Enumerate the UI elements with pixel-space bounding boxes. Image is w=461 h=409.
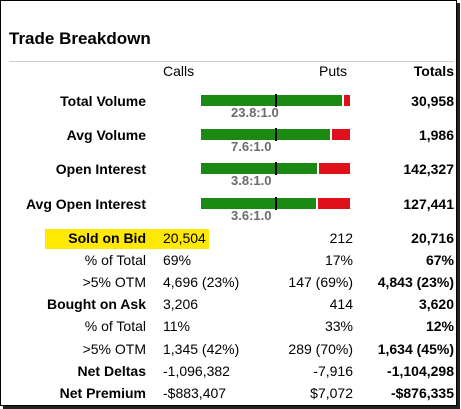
- total-value: 20,716: [411, 230, 454, 246]
- calls-value: 4,696 (23%): [163, 274, 240, 290]
- row-total: 127,441: [403, 196, 454, 212]
- calls-segment: [201, 163, 317, 174]
- puts-value: -7,916: [313, 363, 353, 379]
- sold-on-bid-highlight: [45, 229, 209, 249]
- column-header-puts: Puts: [319, 63, 348, 79]
- total-value: 1,634 (45%): [377, 341, 454, 357]
- call-put-ratio: 3.8:1.0: [231, 173, 272, 188]
- call-put-ratio: 7.6:1.0: [231, 139, 272, 154]
- row-total: 142,327: [403, 161, 454, 177]
- calls-value: 3,206: [163, 296, 199, 312]
- calls-puts-ratio-bar: [201, 162, 350, 175]
- row-label: Avg Volume: [66, 127, 146, 143]
- puts-value: 33%: [324, 318, 353, 334]
- row-label: Bought on Ask: [46, 296, 146, 312]
- puts-value: 147 (69%): [288, 274, 353, 290]
- calls-segment: [201, 95, 342, 106]
- puts-segment: [332, 129, 350, 140]
- row-label: Total Volume: [60, 93, 146, 109]
- total-value: 67%: [425, 252, 454, 268]
- row-label: % of Total: [84, 252, 146, 268]
- table-row-bought-otm: >5% OTM 1,345 (42%) 289 (70%) 1,634 (45%…: [1, 341, 456, 361]
- table-row-net-premium: Net Premium -$883,407 $7,072 -$876,335: [1, 385, 456, 405]
- row-label: Sold on Bid: [68, 230, 146, 246]
- table-row-bought-on-ask: Bought on Ask 3,206 414 3,620: [1, 296, 456, 316]
- column-header-calls: Calls: [163, 63, 195, 79]
- row-label: >5% OTM: [82, 341, 146, 357]
- table-row-net-deltas: Net Deltas -1,096,382 -7,916 -1,104,298: [1, 363, 456, 383]
- row-total: 30,958: [411, 93, 454, 109]
- calls-value: 20,504: [163, 230, 206, 246]
- table-row-bought-pct-of-total: % of Total 11% 33% 12%: [1, 318, 456, 338]
- puts-value: 414: [329, 296, 353, 312]
- bar-gap: [316, 198, 318, 209]
- row-total: 1,986: [418, 127, 454, 143]
- total-value: 12%: [425, 318, 454, 334]
- total-value: 3,620: [418, 296, 454, 312]
- bar-midpoint-tick: [275, 162, 277, 175]
- calls-puts-ratio-bar: [201, 197, 350, 210]
- row-label: Open Interest: [55, 161, 146, 177]
- puts-value: 212: [329, 230, 353, 246]
- table-row-sold-on-bid: Sold on Bid 20,504 212 20,716: [1, 230, 456, 250]
- call-put-ratio: 3.6:1.0: [231, 208, 272, 223]
- bar-midpoint-tick: [275, 197, 277, 210]
- bar-gap: [317, 163, 319, 174]
- calls-segment: [201, 129, 330, 140]
- total-value: -1,104,298: [387, 363, 454, 379]
- row-label: % of Total: [84, 318, 146, 334]
- panel-title: Trade Breakdown: [9, 29, 151, 48]
- table-row-sold-pct-of-total: % of Total 69% 17% 67%: [1, 252, 456, 272]
- puts-segment: [319, 163, 350, 174]
- puts-segment: [318, 198, 350, 209]
- calls-value: -1,096,382: [163, 363, 230, 379]
- row-label: Avg Open Interest: [25, 196, 146, 212]
- total-value: 4,843 (23%): [377, 274, 454, 290]
- puts-segment: [344, 95, 350, 106]
- total-value: -$876,335: [390, 385, 454, 401]
- call-put-ratio: 23.8:1.0: [231, 105, 279, 120]
- calls-value: 11%: [163, 318, 190, 334]
- calls-value: 69%: [163, 252, 192, 268]
- bar-midpoint-tick: [275, 94, 277, 107]
- puts-value: $7,072: [310, 385, 353, 401]
- row-label: Net Premium: [59, 385, 146, 401]
- puts-value: 289 (70%): [288, 341, 353, 357]
- puts-value: 17%: [324, 252, 353, 268]
- calls-segment: [201, 198, 316, 209]
- column-header-totals: Totals: [413, 63, 454, 79]
- header-divider: [9, 61, 454, 62]
- bar-midpoint-tick: [275, 128, 277, 141]
- calls-value: 1,345 (42%): [163, 341, 240, 357]
- calls-puts-ratio-bar: [201, 94, 350, 107]
- row-label: >5% OTM: [82, 274, 146, 290]
- row-label: Net Deltas: [77, 363, 146, 379]
- bar-gap: [330, 129, 332, 140]
- bar-gap: [342, 95, 344, 106]
- calls-value: -$883,407: [163, 385, 227, 401]
- table-row-sold-otm: >5% OTM 4,696 (23%) 147 (69%) 4,843 (23%…: [1, 274, 456, 294]
- calls-puts-ratio-bar: [201, 128, 350, 141]
